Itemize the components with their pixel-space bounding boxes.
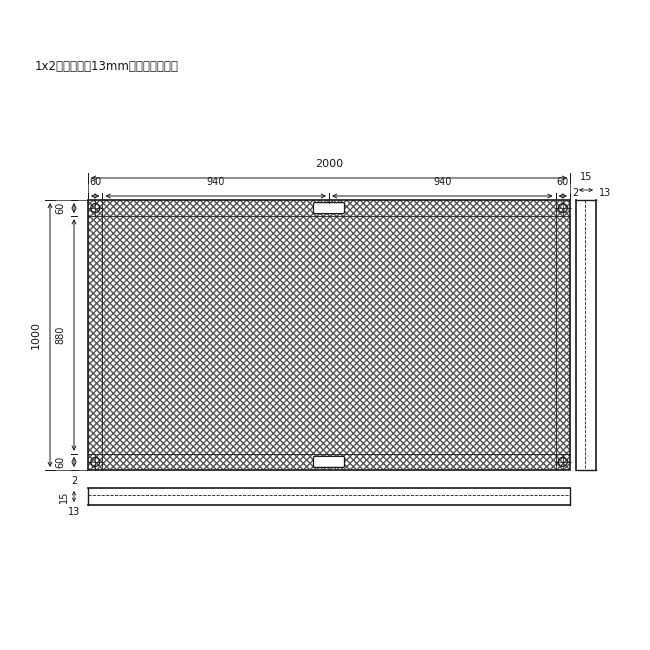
FancyBboxPatch shape: [313, 203, 345, 214]
Text: 60: 60: [89, 177, 101, 187]
Text: 60: 60: [55, 456, 65, 468]
Text: 1000: 1000: [31, 321, 41, 349]
Bar: [88, 200, 570, 470]
Text: 13: 13: [68, 507, 80, 517]
Text: 940: 940: [433, 177, 452, 187]
Text: 2: 2: [572, 188, 578, 198]
Text: 15: 15: [59, 490, 69, 502]
Text: 2000: 2000: [315, 159, 343, 169]
Text: 60: 60: [556, 177, 569, 187]
Text: 880: 880: [55, 326, 65, 344]
Text: 940: 940: [207, 177, 225, 187]
Text: 2: 2: [71, 476, 77, 486]
Text: 13: 13: [599, 188, 611, 198]
Text: 60: 60: [55, 202, 65, 215]
FancyBboxPatch shape: [313, 456, 345, 467]
Text: 15: 15: [580, 172, 592, 182]
Bar: [88, 200, 570, 470]
Text: 1x2サイズ板厓13mm片面タイプ図面: 1x2サイズ板厓13mm片面タイプ図面: [35, 60, 179, 73]
